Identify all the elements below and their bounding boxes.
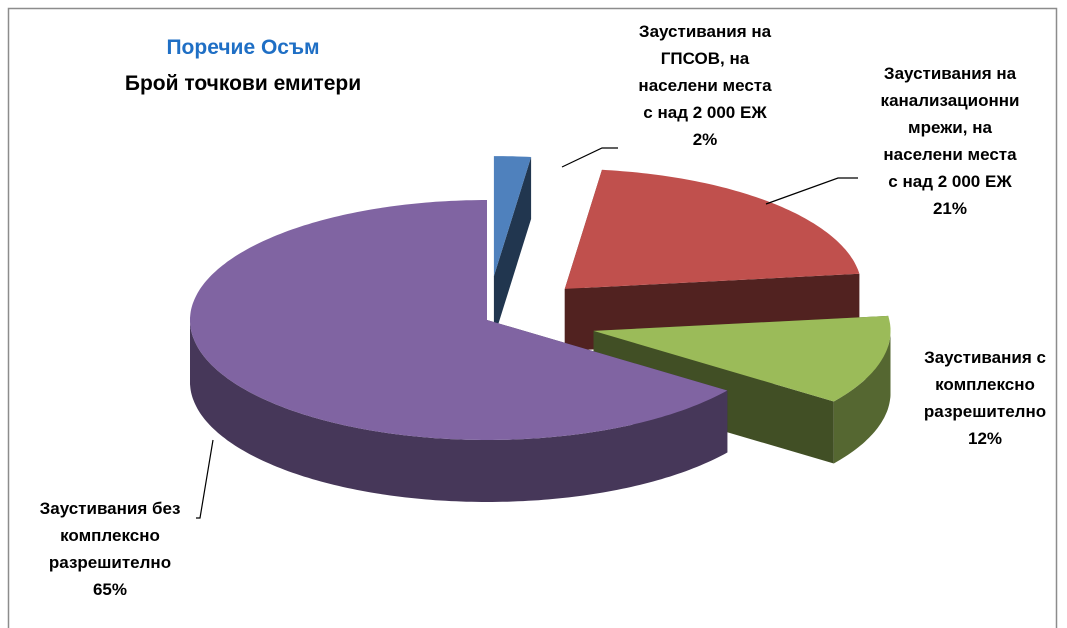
leader-lines (196, 147, 858, 519)
chart-border (7, 7, 1058, 628)
slice (564, 169, 860, 289)
category-label: Заустивания на ГПСОВ, на населени места … (638, 22, 772, 122)
slice-side (493, 157, 532, 339)
leader-line (196, 439, 214, 519)
value-label: 21% (932, 199, 968, 218)
slice (593, 315, 891, 402)
value-label: 65% (92, 580, 128, 599)
data-label: Заустивания с комплексно разрешително 12% (924, 344, 1046, 452)
category-label: Заустивания с комплексно разрешително (923, 348, 1047, 421)
category-label: Заустивания без комплексно разрешително (39, 499, 181, 572)
slices (190, 156, 891, 502)
slice-wall (833, 330, 891, 464)
slice (493, 156, 532, 277)
chart-title: Поречие Осъм (166, 36, 320, 59)
slice (190, 200, 728, 440)
leader-line (561, 147, 618, 168)
value-label: 12% (967, 429, 1003, 448)
slice-wall (190, 320, 728, 502)
category-label: Заустивания на канализационни мрежи, на … (880, 64, 1020, 191)
data-label: Заустивания на канализационни мрежи, на … (881, 60, 1020, 222)
data-label: Заустивания без комплексно разрешително 6… (40, 495, 181, 603)
chart-subtitle: Брой точкови емитери (124, 72, 362, 95)
value-label: 2% (692, 130, 718, 149)
data-label: Заустивания на ГПСОВ, на населени места … (638, 18, 771, 153)
leader-line (765, 177, 858, 205)
